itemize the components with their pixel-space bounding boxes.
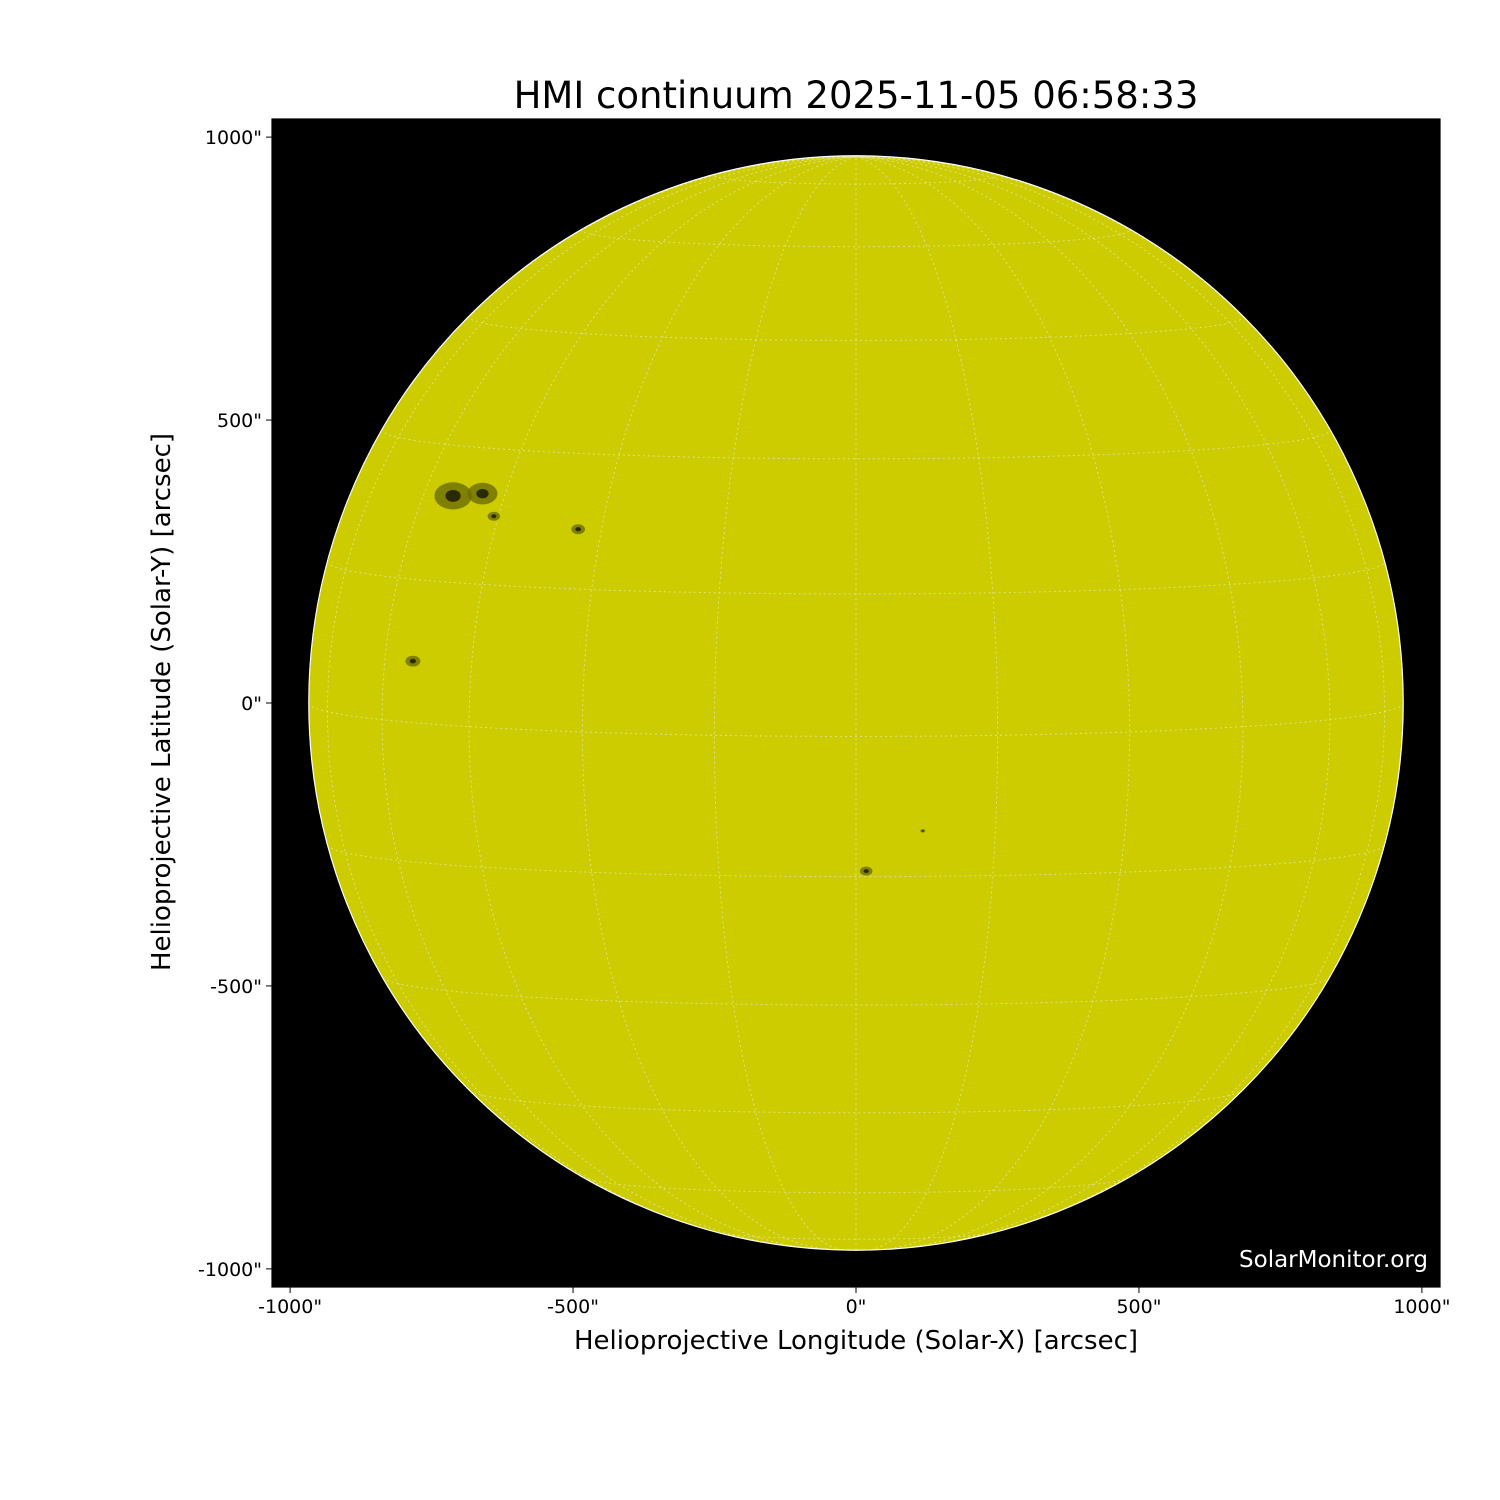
grid-meridian bbox=[855, 156, 1386, 1236]
sunspot-umbra bbox=[575, 527, 581, 532]
x-tick-label: -1000" bbox=[258, 1296, 322, 1318]
y-tick-label: 0" bbox=[241, 693, 262, 715]
watermark: SolarMonitor.org bbox=[1239, 1247, 1428, 1273]
grid-meridian bbox=[308, 156, 857, 704]
grid-parallel bbox=[468, 315, 1244, 341]
grid-parallel bbox=[308, 702, 1404, 737]
grid-meridian bbox=[855, 156, 1131, 1251]
grid-parallel bbox=[327, 844, 1385, 878]
grid-parallel bbox=[469, 1090, 1243, 1114]
grid-parallel bbox=[326, 561, 1386, 595]
x-tick-label: 500" bbox=[1116, 1296, 1161, 1318]
x-axis-label: Helioprojective Longitude (Solar-X) [arc… bbox=[573, 1326, 1139, 1356]
y-tick-label: -500" bbox=[210, 976, 262, 998]
grid-parallel bbox=[381, 428, 1331, 460]
sunspot-umbra bbox=[921, 830, 924, 832]
grid-parallel bbox=[713, 173, 999, 185]
sunspot-umbra bbox=[409, 658, 416, 664]
y-tick-label: 1000" bbox=[205, 127, 262, 149]
x-tick-label: -500" bbox=[547, 1296, 599, 1318]
x-tick-label: 1000" bbox=[1393, 1296, 1450, 1318]
y-axis-label: Helioprojective Latitude (Solar-Y) [arcs… bbox=[147, 432, 177, 972]
y-tick-label: 500" bbox=[217, 410, 262, 432]
axis-ticks: -1000" -500" 0" 500" 1000" -1000" -500" 0" 500" 1… bbox=[198, 127, 1450, 1318]
sunspot-umbra bbox=[476, 488, 489, 499]
sunspot-umbra bbox=[491, 514, 497, 519]
sunspot-umbra bbox=[863, 869, 869, 874]
x-tick-label: 0" bbox=[846, 1296, 867, 1318]
grid-parallel bbox=[581, 227, 1131, 248]
grid-meridian bbox=[381, 156, 857, 1248]
sun-disk bbox=[308, 155, 1404, 1251]
solar-disk bbox=[308, 155, 1404, 1251]
grid-meridian bbox=[326, 156, 857, 1236]
sunspot-umbra bbox=[445, 489, 461, 502]
grid-meridian bbox=[855, 156, 1404, 704]
grid-parallel bbox=[382, 977, 1330, 1006]
y-tick-label: -1000" bbox=[198, 1259, 262, 1281]
grid-meridian bbox=[855, 156, 1331, 1248]
plot-title: HMI continuum 2025-11-05 06:58:33 bbox=[513, 74, 1199, 117]
grid-meridian bbox=[581, 156, 857, 1251]
